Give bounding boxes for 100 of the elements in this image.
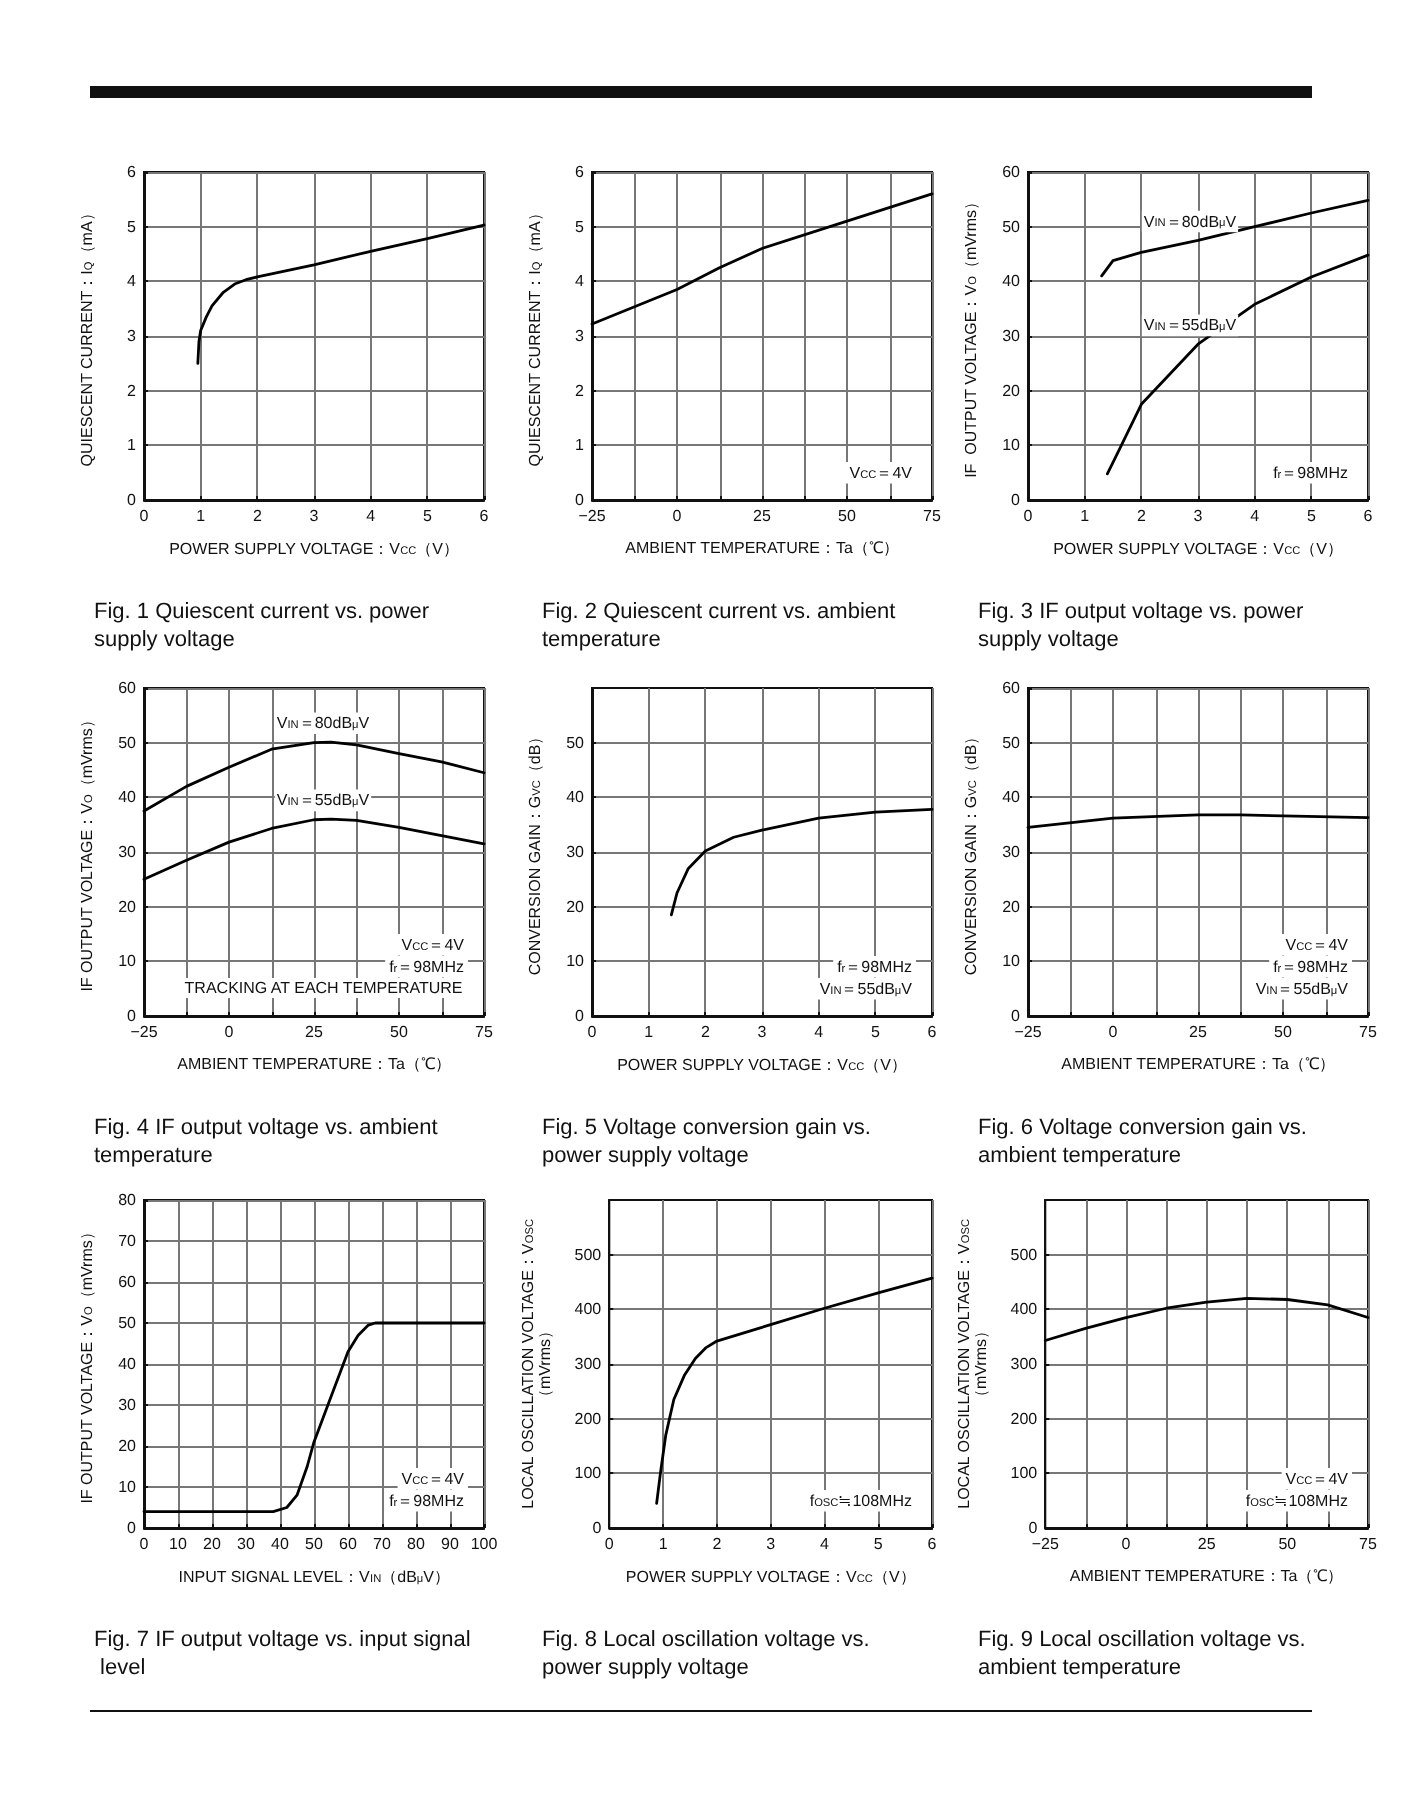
y-tick-label: 20 bbox=[566, 897, 586, 916]
y-tick-label: 500 bbox=[574, 1245, 603, 1264]
x-tick-label: 5 bbox=[870, 1023, 881, 1041]
text: Fig. 7 IF output voltage vs. input signal level bbox=[94, 1628, 471, 1680]
text: Fig. 8 Local oscillation voltage vs. power supply voltage bbox=[542, 1628, 876, 1680]
x-tick-label: 2 bbox=[700, 1023, 711, 1041]
y-tick-label: 0 bbox=[575, 491, 586, 509]
y-tick-label: 200 bbox=[574, 1409, 603, 1428]
y-tick-label: 10 bbox=[118, 952, 138, 971]
x-tick-label: 75 bbox=[1359, 1535, 1378, 1553]
text: Fig. 3 IF output voltage vs. power supply voltage bbox=[978, 600, 1310, 652]
y-tick-label: 50 bbox=[118, 1314, 138, 1332]
line-series bbox=[1105, 253, 1370, 476]
x-tick-label: 6 bbox=[1363, 507, 1374, 525]
y-tick-label: 80 bbox=[118, 1191, 138, 1209]
x-tick-label: 50 bbox=[390, 1023, 409, 1041]
x-tick-label: 80 bbox=[407, 1535, 426, 1553]
y-tick-label: 100 bbox=[574, 1464, 603, 1483]
x-axis-title: AMBIENT TEMPERATURE：Ta（℃） bbox=[1061, 1055, 1335, 1073]
y-tick-label: 20 bbox=[1002, 897, 1022, 916]
y-tick-label: 10 bbox=[118, 1478, 138, 1496]
x-tick-label: 1 bbox=[1080, 507, 1091, 525]
x-tick-label: 4 bbox=[1250, 507, 1261, 525]
x-tick-label: 75 bbox=[923, 507, 942, 525]
x-tick-label: 60 bbox=[339, 1535, 358, 1553]
y-tick-label: 0 bbox=[127, 491, 138, 509]
y-tick-label: 300 bbox=[1010, 1355, 1039, 1373]
x-tick-label: −25 bbox=[1031, 1535, 1060, 1553]
y-tick-label: 2 bbox=[127, 381, 138, 400]
y-tick-label: 30 bbox=[118, 843, 138, 861]
x-tick-label: 6 bbox=[927, 1535, 938, 1553]
y-tick-label: 500 bbox=[1010, 1245, 1039, 1264]
x-tick-label: 0 bbox=[604, 1535, 615, 1553]
x-tick-label: 90 bbox=[441, 1535, 460, 1553]
y-tick-label: 10 bbox=[1002, 436, 1022, 455]
y-tick-label: 10 bbox=[1002, 952, 1022, 971]
text: Fig. 2 Quiescent current vs. ambient temperature bbox=[542, 600, 902, 652]
y-tick-label: 3 bbox=[575, 327, 586, 345]
x-tick-label: 0 bbox=[672, 507, 683, 525]
x-tick-label: 25 bbox=[1189, 1023, 1208, 1041]
y-tick-label: 20 bbox=[118, 1437, 138, 1455]
y-tick-label: 60 bbox=[118, 1273, 138, 1291]
y-tick-label: 30 bbox=[118, 1396, 138, 1414]
y-tick-label: 5 bbox=[127, 217, 138, 236]
y-tick-label: 60 bbox=[1002, 163, 1022, 181]
x-tick-label: 100 bbox=[470, 1535, 499, 1553]
x-tick-label: 25 bbox=[1197, 1535, 1217, 1553]
y-tick-label: 6 bbox=[575, 163, 586, 181]
y-tick-label: 0 bbox=[1011, 1007, 1022, 1025]
y-tick-label: 40 bbox=[118, 1355, 138, 1373]
y-tick-label: 60 bbox=[118, 679, 138, 697]
line-series bbox=[1043, 1297, 1370, 1342]
y-tick-label: 50 bbox=[1002, 733, 1022, 752]
x-tick-label: 40 bbox=[271, 1535, 290, 1553]
x-tick-label: 20 bbox=[203, 1535, 222, 1553]
y-tick-label: 100 bbox=[1010, 1464, 1039, 1483]
y-tick-label: 0 bbox=[1011, 491, 1022, 509]
y-tick-label: 6 bbox=[127, 163, 138, 181]
x-tick-label: 6 bbox=[927, 1023, 938, 1041]
x-tick-label: 70 bbox=[373, 1535, 392, 1553]
line-series bbox=[1100, 199, 1370, 278]
x-tick-label: 1 bbox=[644, 1023, 655, 1041]
text: Fig. 1 Quiescent current vs. power supply voltage bbox=[94, 600, 436, 652]
y-tick-label: 5 bbox=[575, 217, 586, 236]
x-tick-label: 5 bbox=[1306, 507, 1317, 525]
y-tick-label: 50 bbox=[566, 733, 586, 752]
line-series bbox=[142, 1321, 486, 1513]
y-tick-label: 200 bbox=[1010, 1409, 1039, 1428]
y-tick-label: 60 bbox=[1002, 679, 1022, 697]
y-tick-label: 0 bbox=[127, 1519, 138, 1537]
x-tick-label: 0 bbox=[1121, 1535, 1132, 1553]
x-tick-label: 2 bbox=[1136, 507, 1147, 525]
x-tick-label: 0 bbox=[139, 1535, 150, 1553]
line-series bbox=[142, 740, 486, 813]
x-tick-label: −25 bbox=[1014, 1023, 1043, 1041]
x-tick-label: 0 bbox=[224, 1023, 235, 1041]
x-tick-label: 30 bbox=[237, 1535, 256, 1553]
text: Fig. 4 IF output voltage vs. ambient temperature bbox=[94, 1116, 444, 1168]
y-tick-label: 30 bbox=[566, 843, 586, 861]
y-tick-label: 1 bbox=[127, 436, 138, 455]
x-tick-label: 3 bbox=[757, 1023, 768, 1041]
x-tick-label: 5 bbox=[873, 1535, 884, 1553]
x-tick-label: −25 bbox=[130, 1023, 159, 1041]
x-tick-label: 6 bbox=[479, 507, 490, 525]
y-tick-label: 20 bbox=[118, 897, 138, 916]
x-tick-label: 4 bbox=[819, 1535, 830, 1553]
x-tick-label: 1 bbox=[196, 507, 207, 525]
y-tick-label: 30 bbox=[1002, 843, 1022, 861]
x-tick-label: 75 bbox=[1359, 1023, 1378, 1041]
x-tick-label: 4 bbox=[814, 1023, 825, 1041]
x-tick-label: 50 bbox=[1274, 1023, 1293, 1041]
y-tick-label: 40 bbox=[118, 788, 138, 807]
y-tick-label: 20 bbox=[1002, 381, 1022, 400]
line-series bbox=[196, 223, 486, 365]
text: Fig. 6 Voltage conversion gain vs. ambient temperature bbox=[978, 1116, 1314, 1168]
y-tick-label: 70 bbox=[118, 1232, 138, 1250]
y-tick-label: 3 bbox=[127, 327, 138, 345]
x-axis-title: AMBIENT TEMPERATURE：Ta（℃） bbox=[177, 1055, 451, 1073]
y-tick-label: 40 bbox=[1002, 272, 1022, 291]
line-series bbox=[655, 1276, 934, 1505]
